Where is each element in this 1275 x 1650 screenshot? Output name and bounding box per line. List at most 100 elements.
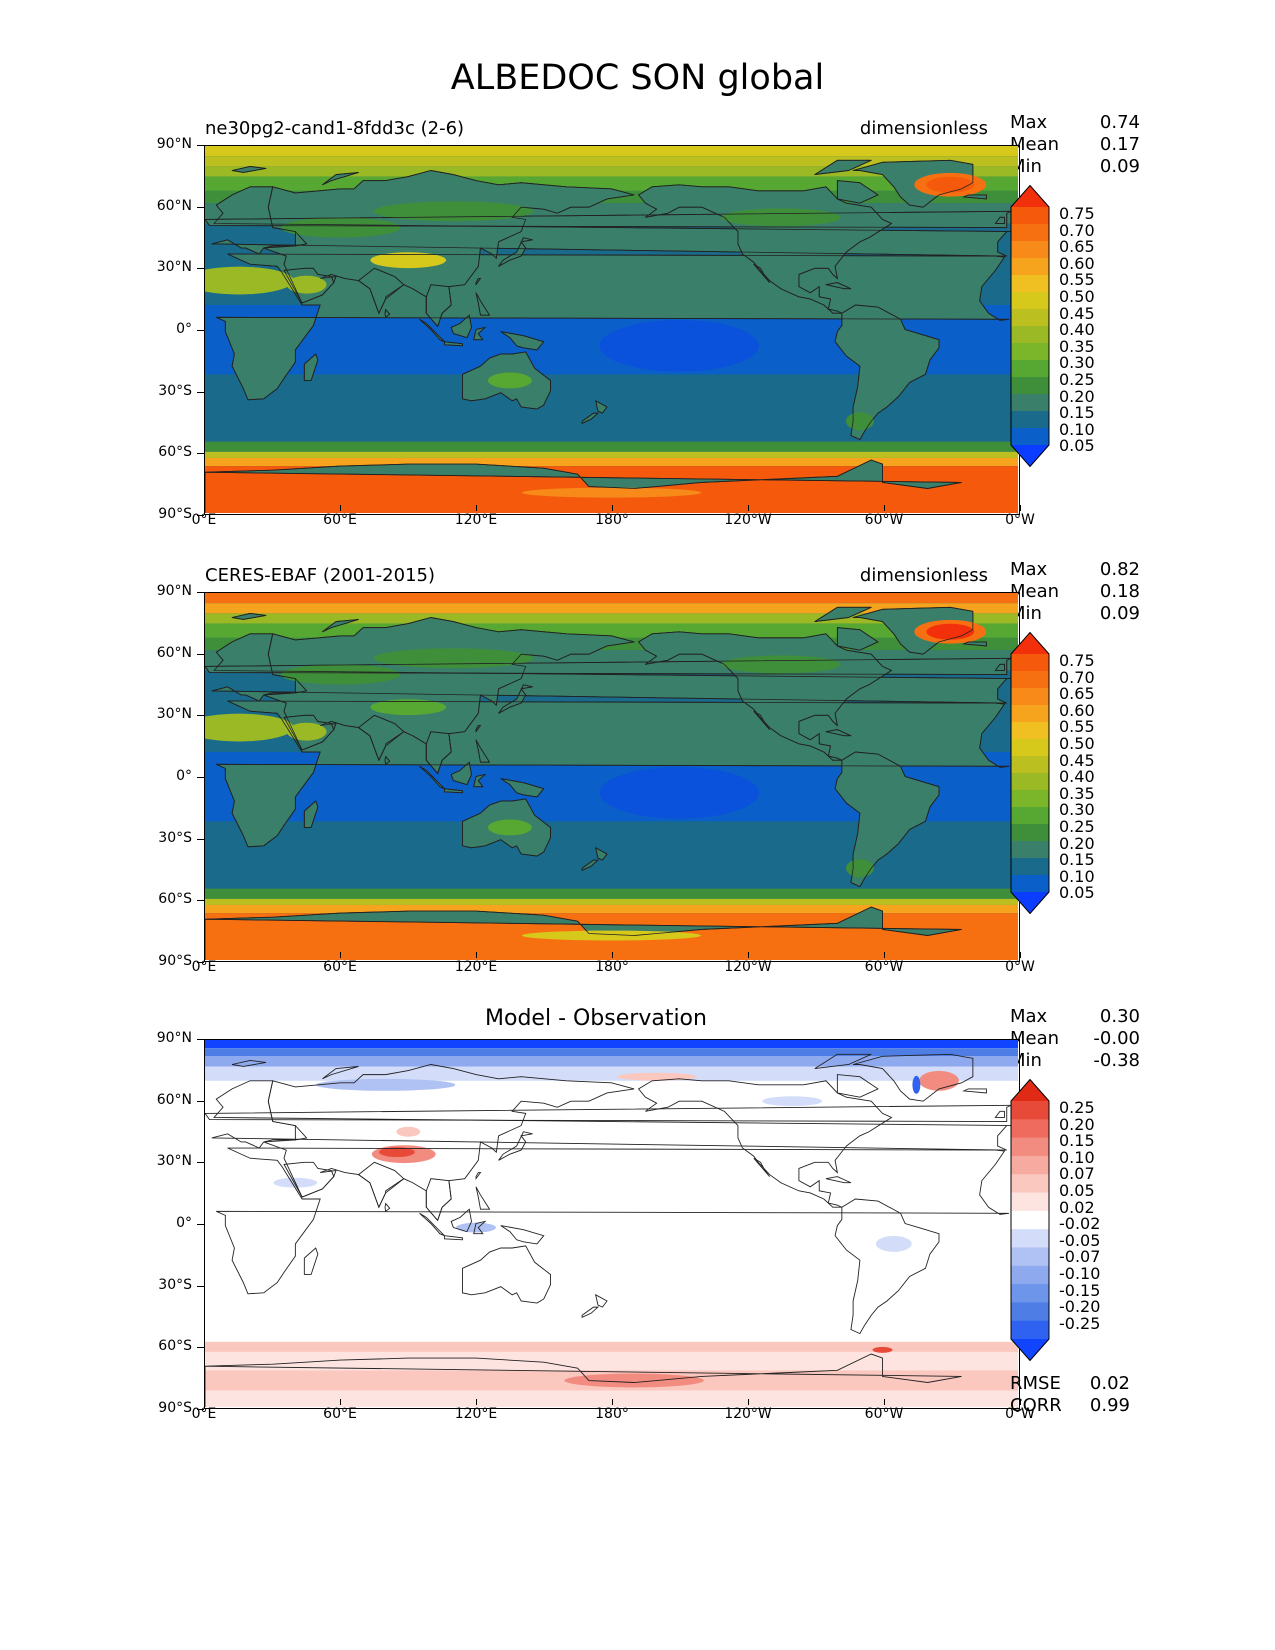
colorbar-outline (1010, 632, 1050, 914)
southern-positive (205, 1341, 1018, 1352)
lon-tick-mark (204, 952, 205, 958)
coastline-africa (216, 700, 1009, 848)
coastline-asia (263, 617, 635, 775)
coastline-india_ext (357, 267, 405, 315)
lon-tick-mark (612, 505, 613, 511)
arabia-bright (286, 722, 327, 741)
colorbar-tick-label: 0.40 (1059, 320, 1095, 340)
coastline-iceland (962, 194, 987, 200)
colorbar-swatch (1011, 1320, 1049, 1340)
polar-band (205, 593, 1018, 604)
lat-tick-label: 60°S (158, 444, 192, 461)
sahara-bright (205, 266, 294, 295)
colorbar-swatch (1011, 1284, 1049, 1303)
coastline-ireland (994, 663, 1005, 671)
stat-value: 0.30 (1099, 1006, 1140, 1027)
tibet-bright (370, 699, 447, 716)
colorbar-tick-label: 0.10 (1059, 419, 1095, 439)
coastline-asia (263, 170, 635, 328)
polar-band (205, 166, 1018, 177)
lon-tick-mark (884, 952, 885, 958)
coastline-taiwan (475, 278, 482, 286)
coastline-africa (216, 1147, 1009, 1295)
colorbar-swatch (1011, 824, 1049, 842)
colorbar-tick-label: -0.10 (1059, 1263, 1101, 1283)
lon-tick-mark (748, 952, 749, 958)
coastline-svalbard (232, 166, 267, 173)
lat-tick-label: 60°N (156, 197, 192, 214)
colorbar-tick-label: 0.70 (1059, 220, 1095, 240)
colorbar-tick-label: -0.15 (1059, 1280, 1101, 1300)
colorbar-swatch (1011, 1265, 1049, 1285)
ross-shelf (521, 930, 702, 941)
stat-label: Max (1010, 559, 1048, 580)
lon-tick-mark (340, 505, 341, 511)
colorbar-swatch (1011, 207, 1049, 225)
coastline-antarctica (205, 1353, 962, 1407)
lat-tick-mark (197, 515, 204, 516)
coastline-png (500, 331, 545, 351)
southern-band (205, 888, 1018, 899)
lon-tick-label: 0°E (191, 959, 217, 975)
australia-interior (487, 819, 532, 836)
deep-blue-patch (599, 320, 759, 372)
lon-tick-mark (204, 1399, 205, 1405)
stat-value: 0.18 (1099, 581, 1140, 602)
colorbar-swatch (1011, 756, 1049, 774)
coastline-cuba (825, 282, 852, 290)
lon-tick-label: 120°E (454, 512, 498, 528)
coastline-svalbard (232, 1059, 267, 1067)
metric-label: CORR (1010, 1395, 1062, 1416)
figure-title: ALBEDOC SON global (450, 58, 825, 98)
colorbar-swatch (1011, 1210, 1049, 1230)
lat-tick-mark (197, 1285, 204, 1287)
coastline-ellesmere (814, 606, 872, 622)
colorbar-swatch (1011, 1229, 1049, 1248)
coastline-japan (498, 684, 533, 714)
colorbar-swatch (1011, 1137, 1049, 1157)
map-model (204, 145, 1020, 515)
coastline-srilanka (384, 755, 391, 766)
panel-units: dimensionless (859, 118, 988, 139)
map-field (205, 146, 1018, 513)
canada-green (721, 208, 841, 227)
mongolia-positive (396, 1126, 421, 1137)
colorbar-swatch (1011, 343, 1049, 361)
coastline-japan (498, 1131, 533, 1161)
colorbar-swatch (1011, 394, 1049, 412)
coastline-iceland (962, 641, 987, 647)
coastline-madagascar (303, 800, 319, 828)
map-field (205, 1040, 1018, 1407)
lat-tick-mark (197, 900, 204, 902)
lon-tick-mark (476, 505, 477, 511)
lat-tick-label: 0° (176, 1215, 192, 1231)
coastline-baja (753, 1157, 770, 1177)
lat-tick-mark (197, 1039, 204, 1040)
tropical-ocean-patch (281, 307, 581, 360)
steppe-green (280, 664, 401, 685)
lat-tick-mark (197, 1100, 204, 1102)
map-difference (204, 1039, 1020, 1409)
colorbar-swatch (1011, 1192, 1049, 1212)
panel-left-title: ne30pg2-cand1-8fdd3c (2-6) (205, 118, 465, 139)
panel-left-title: CERES-EBAF (2001-2015) (205, 565, 436, 586)
polar-band (205, 156, 1018, 167)
colorbar-tick-label: 0.02 (1059, 1197, 1095, 1217)
arctic-negative (205, 1066, 1018, 1081)
siberia-green (373, 201, 534, 222)
coastline-java (444, 788, 463, 794)
coastline-uk (205, 657, 1012, 675)
canada-negative (762, 1096, 823, 1107)
stats-block: Max 0.30 Mean -0.00 Min -0.38 (1010, 1006, 1140, 1072)
lon-tick-mark (204, 505, 205, 511)
colorbar-tick-label: 0.55 (1059, 270, 1095, 290)
coastline-cuba (825, 729, 852, 737)
greenland-edge-positive (919, 1070, 959, 1091)
lat-tick-mark (197, 1162, 204, 1164)
coastline-ellesmere (814, 1053, 872, 1070)
lon-tick-label: 120°E (454, 1406, 498, 1422)
colorbar-swatch (1011, 360, 1049, 378)
colorbar-swatch (1011, 1101, 1049, 1120)
stat-value: 0.09 (1099, 603, 1140, 624)
colorbar-tick-label: 0.20 (1059, 386, 1095, 406)
